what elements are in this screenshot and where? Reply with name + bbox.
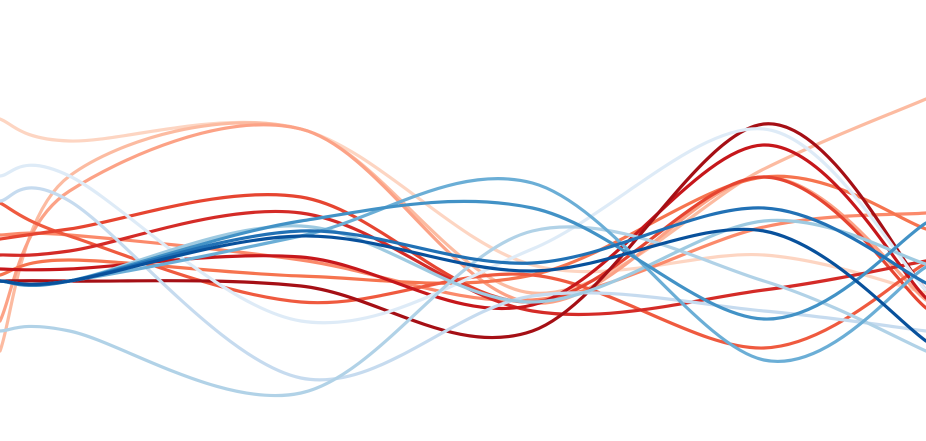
series-line — [0, 227, 926, 343]
series-line — [0, 117, 926, 295]
series-line — [0, 186, 926, 382]
series-lines — [0, 97, 926, 398]
series-line — [0, 175, 926, 310]
series-line — [0, 143, 926, 311]
series-line — [0, 122, 926, 340]
series-line — [0, 211, 926, 303]
series-line — [0, 127, 926, 325]
series-line — [0, 209, 926, 317]
series-line — [0, 225, 926, 398]
series-line — [0, 97, 926, 353]
